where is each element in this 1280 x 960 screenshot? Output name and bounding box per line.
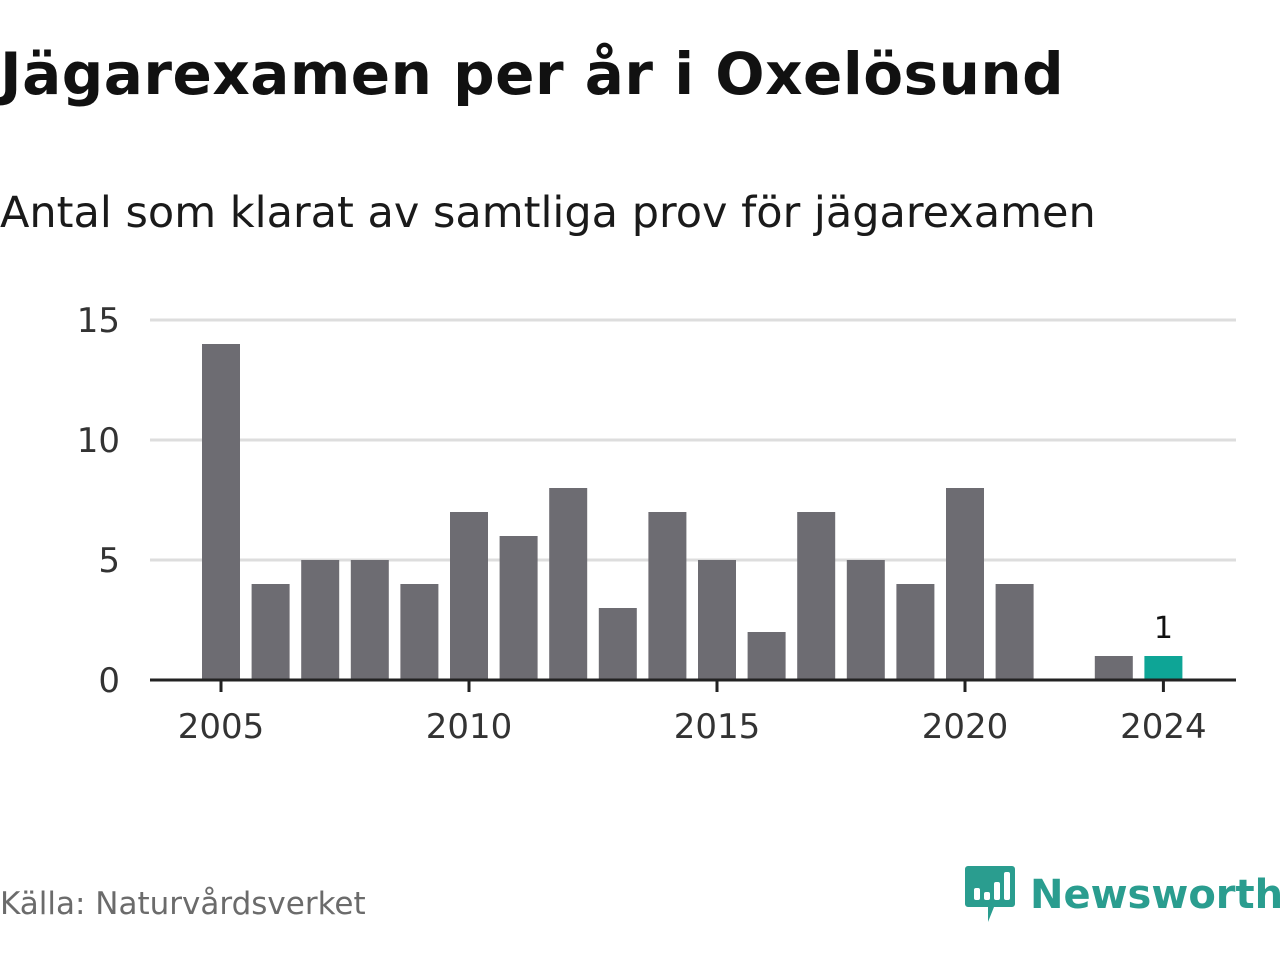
- bar: [995, 584, 1034, 680]
- bar: [698, 560, 736, 680]
- bar-chart: 0 5 10 15 1 2005 2010 2015 2020 2024: [77, 301, 1236, 747]
- brand-name: Newsworthy: [1030, 872, 1280, 918]
- bar: [747, 632, 786, 680]
- bar: [301, 560, 340, 680]
- bar: [648, 512, 687, 680]
- x-tick-label: 2024: [1120, 707, 1207, 747]
- bar: [499, 536, 538, 680]
- bar: [846, 560, 885, 680]
- bar: [598, 608, 637, 680]
- bar: [400, 584, 439, 680]
- bar: [1144, 656, 1183, 680]
- x-tick-label: 2020: [922, 707, 1009, 747]
- chart-title: Jägarexamen per år i Oxelösund: [0, 40, 1065, 108]
- y-tick-label: 5: [98, 541, 120, 581]
- value-label: 1: [1154, 611, 1173, 646]
- x-tick-label: 2015: [674, 707, 761, 747]
- bar: [202, 344, 240, 680]
- y-tick-label: 0: [98, 661, 120, 701]
- bar: [896, 584, 935, 680]
- chart-subtitle: Antal som klarat av samtliga prov för jä…: [0, 188, 1096, 238]
- bar: [797, 512, 836, 680]
- bar: [1094, 656, 1133, 680]
- x-tick-label: 2005: [178, 707, 265, 747]
- bar: [450, 512, 488, 680]
- bar: [946, 488, 984, 680]
- y-tick-label: 10: [77, 421, 120, 461]
- bar: [350, 560, 389, 680]
- bar: [251, 584, 290, 680]
- x-tick-label: 2010: [426, 707, 513, 747]
- brand-logo: Newsworthy: [964, 862, 1280, 928]
- newsworthy-logo-icon: [965, 866, 1015, 922]
- source-note: Källa: Naturvårdsverket: [0, 886, 366, 922]
- bar: [549, 488, 588, 680]
- y-tick-label: 15: [77, 301, 120, 341]
